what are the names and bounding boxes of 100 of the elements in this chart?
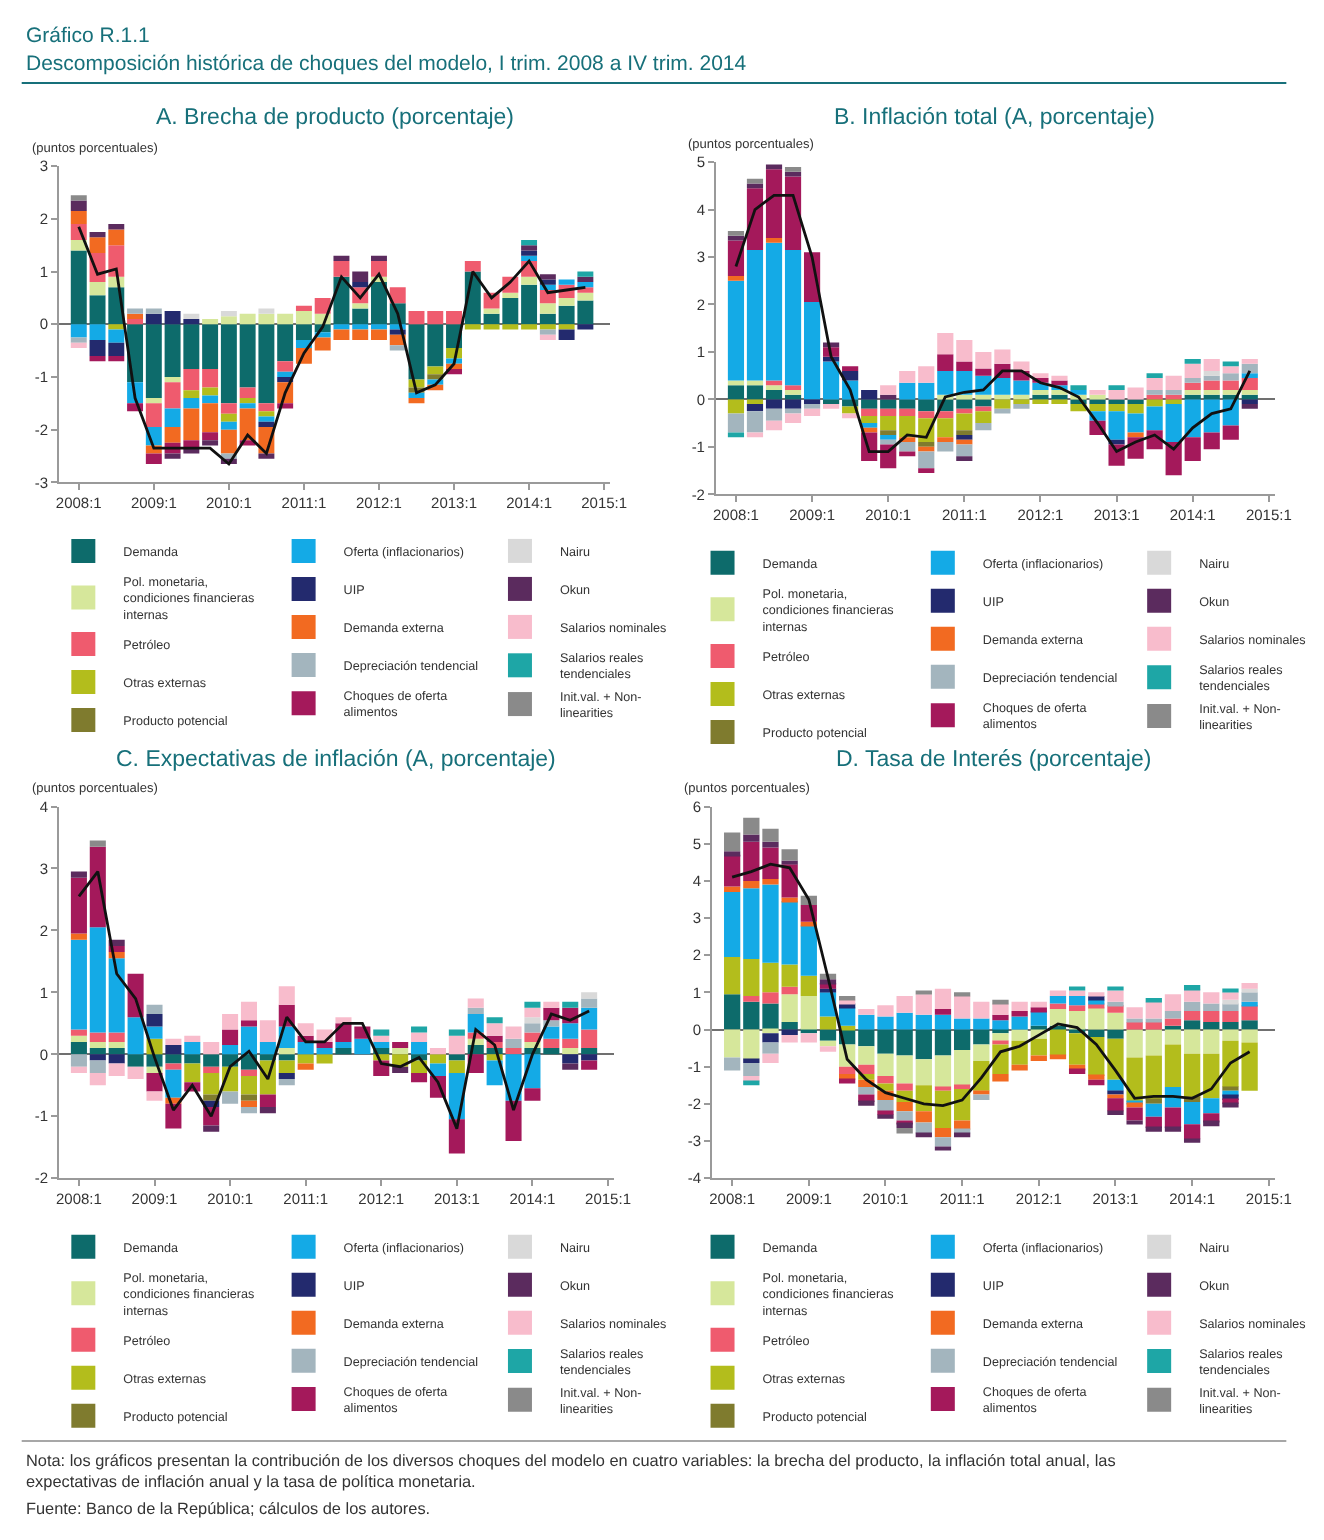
bar <box>746 178 764 184</box>
bar <box>203 1041 220 1055</box>
bar <box>258 453 275 459</box>
bar <box>145 453 162 464</box>
bar <box>389 345 406 351</box>
bar <box>724 851 741 857</box>
bar <box>240 1100 258 1107</box>
bar <box>146 1014 163 1027</box>
bar <box>956 456 973 462</box>
bar <box>1241 983 1258 989</box>
bar <box>577 276 594 283</box>
bar <box>146 1004 163 1015</box>
bar <box>934 1009 952 1015</box>
bar <box>915 1122 932 1134</box>
bar <box>146 1072 163 1092</box>
bar <box>278 1079 295 1086</box>
bar <box>333 255 350 262</box>
chart-title: A. Brecha de producto (porcentaje) <box>156 106 515 130</box>
bar <box>505 1100 522 1141</box>
bar <box>467 998 484 1008</box>
bar <box>1222 361 1239 367</box>
bar <box>521 276 538 285</box>
bar <box>70 1035 87 1042</box>
bar <box>165 1103 182 1129</box>
bar <box>183 313 200 319</box>
bar <box>858 1100 875 1106</box>
bar <box>278 1072 295 1080</box>
bar <box>784 389 802 395</box>
bar <box>220 311 237 317</box>
bar <box>880 434 897 440</box>
bar <box>373 1035 390 1042</box>
bar <box>411 1032 428 1042</box>
bar <box>427 366 444 375</box>
bar <box>240 1069 258 1076</box>
bar <box>467 1014 484 1033</box>
bar <box>539 329 556 335</box>
bar <box>146 1091 163 1101</box>
bar <box>562 1063 579 1070</box>
bar <box>1164 1010 1182 1019</box>
bar <box>448 1029 465 1036</box>
bar <box>352 303 369 309</box>
bar <box>240 1106 258 1114</box>
bar <box>975 423 992 431</box>
bar <box>278 1048 295 1055</box>
bar <box>524 1088 541 1101</box>
bar <box>70 210 87 225</box>
bar <box>505 1048 522 1055</box>
line-series <box>77 870 591 1131</box>
bar <box>781 897 798 903</box>
bar <box>70 933 87 940</box>
bar <box>371 261 387 277</box>
text: Descomposición histórica de choques del modelo, I trim. 2008 a IV trim. 2014 <box>26 52 747 76</box>
bar <box>259 1094 276 1107</box>
bar <box>448 1119 465 1154</box>
bar <box>956 434 973 440</box>
bar <box>992 1074 1009 1082</box>
bar <box>164 376 181 383</box>
bar <box>258 403 275 412</box>
bar <box>1146 373 1163 379</box>
bar <box>108 324 125 330</box>
bar <box>165 1069 182 1098</box>
bar <box>1203 370 1220 376</box>
bar <box>240 1020 258 1027</box>
bar <box>239 403 256 409</box>
chart-title: D. Tasa de Interés (porcentaje) <box>836 748 1152 772</box>
bar <box>727 230 745 236</box>
bar <box>145 398 162 404</box>
bar <box>184 1041 201 1055</box>
bar <box>543 1001 560 1008</box>
bar <box>164 408 181 428</box>
bar <box>70 195 87 201</box>
bar <box>524 1017 541 1024</box>
bar <box>577 324 594 330</box>
bar <box>581 1060 598 1070</box>
bar <box>1107 1001 1124 1007</box>
bar <box>521 245 538 251</box>
bar <box>373 1029 390 1036</box>
bar <box>934 1137 952 1147</box>
bar <box>202 432 219 441</box>
bar <box>258 411 275 417</box>
bar <box>743 834 760 842</box>
bar <box>222 1029 239 1045</box>
bar <box>392 1066 409 1073</box>
bar <box>899 442 916 452</box>
bar <box>165 1063 182 1070</box>
bar <box>220 421 237 430</box>
text: Gráfico R.1.1 <box>26 24 151 48</box>
bar <box>70 1066 87 1073</box>
bar <box>581 992 598 999</box>
bar <box>896 1128 913 1134</box>
bar <box>335 1048 352 1055</box>
bar <box>392 1048 409 1055</box>
bar <box>258 308 275 314</box>
bar <box>784 166 802 172</box>
bar <box>1241 389 1258 395</box>
bar <box>277 361 294 372</box>
bar <box>562 1001 579 1008</box>
bar <box>70 200 87 211</box>
bar <box>486 1017 503 1024</box>
bar <box>203 1066 220 1073</box>
